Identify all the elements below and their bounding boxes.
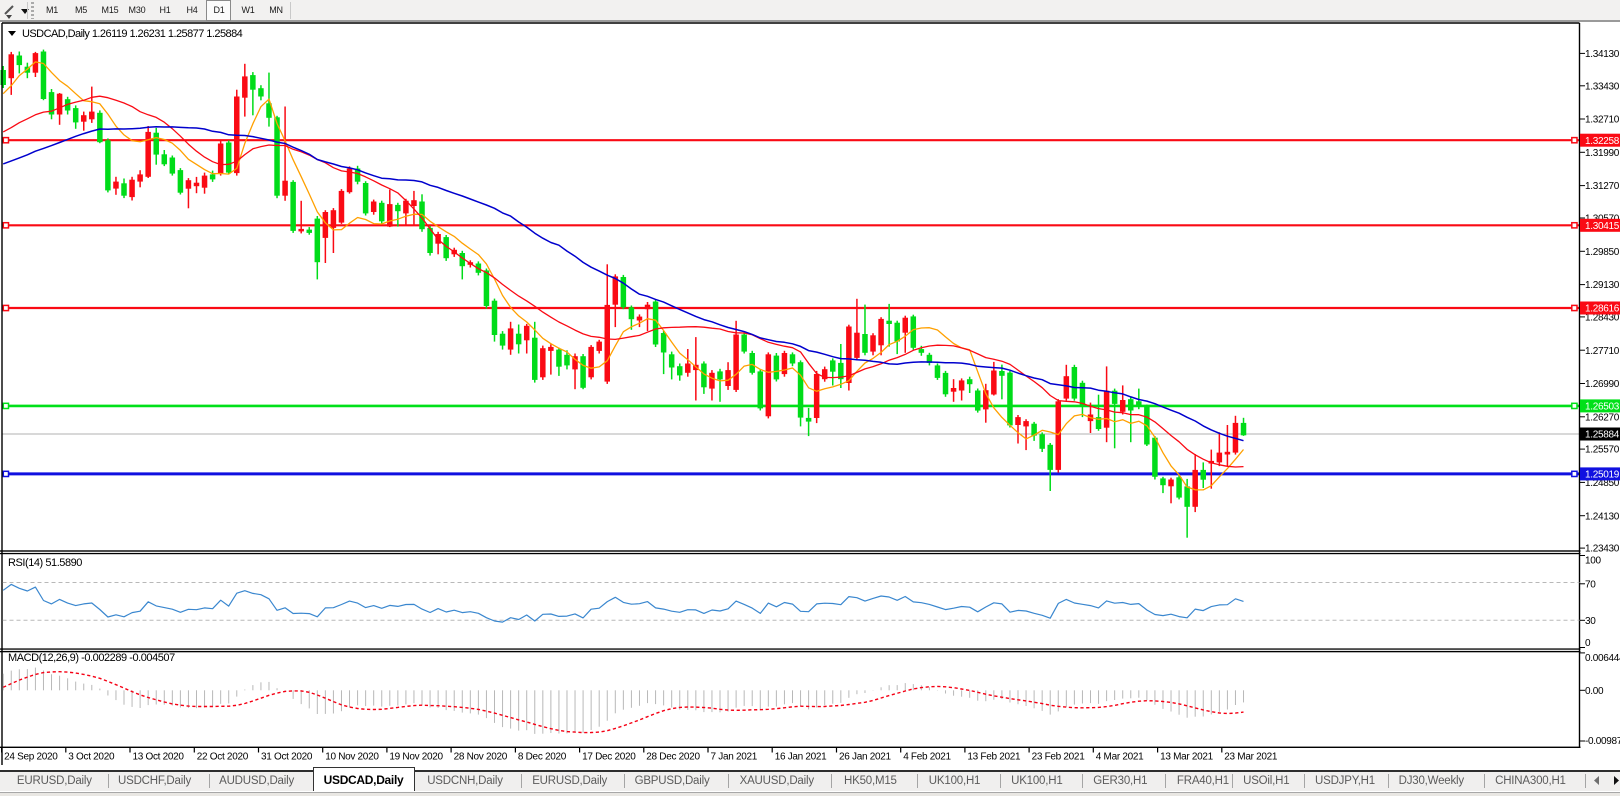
svg-text:13 Mar 2021: 13 Mar 2021 [1160,752,1214,763]
svg-text:13 Oct 2020: 13 Oct 2020 [133,752,185,763]
svg-text:70: 70 [1585,579,1596,590]
svg-text:0: 0 [1585,638,1591,649]
svg-text:3 Oct 2020: 3 Oct 2020 [68,752,115,763]
svg-text:16 Jan 2021: 16 Jan 2021 [775,752,827,763]
svg-text:1.31990: 1.31990 [1585,148,1620,159]
svg-text:1.28430: 1.28430 [1585,313,1620,324]
svg-text:1.26270: 1.26270 [1585,412,1620,423]
svg-text:1.27710: 1.27710 [1585,346,1620,357]
svg-text:19 Nov 2020: 19 Nov 2020 [389,752,443,763]
svg-text:1.25019: 1.25019 [1585,470,1620,481]
svg-text:1.29850: 1.29850 [1585,247,1620,258]
svg-text:17 Dec 2020: 17 Dec 2020 [582,752,636,763]
svg-text:28 Nov 2020: 28 Nov 2020 [454,752,508,763]
svg-text:26 Jan 2021: 26 Jan 2021 [839,752,891,763]
svg-text:1.24850: 1.24850 [1585,478,1620,489]
svg-text:0.00: 0.00 [1585,686,1604,697]
svg-text:USDCAD,Daily 1.26119 1.26231: USDCAD,Daily 1.26119 1.26231 1.25877 1.2… [22,28,243,40]
svg-text:MACD(12,26,9) -0.002289 -0.004: MACD(12,26,9) -0.002289 -0.004507 [8,652,175,664]
svg-text:4 Feb 2021: 4 Feb 2021 [903,752,951,763]
svg-text:1.34130: 1.34130 [1585,49,1620,60]
svg-text:1.28616: 1.28616 [1585,304,1620,315]
svg-text:8 Dec 2020: 8 Dec 2020 [518,752,567,763]
svg-text:1.26990: 1.26990 [1585,379,1620,390]
svg-text:23 Feb 2021: 23 Feb 2021 [1032,752,1086,763]
svg-text:1.30415: 1.30415 [1585,221,1620,232]
svg-text:1.29130: 1.29130 [1585,280,1620,291]
svg-text:31 Oct 2020: 31 Oct 2020 [261,752,313,763]
svg-text:1.24130: 1.24130 [1585,511,1620,522]
svg-text:30: 30 [1585,616,1596,627]
svg-text:-0.00987: -0.00987 [1585,736,1620,747]
svg-text:0.006444: 0.006444 [1585,653,1620,664]
svg-text:RSI(14) 51.5890: RSI(14) 51.5890 [8,557,82,569]
svg-text:1.31270: 1.31270 [1585,181,1620,192]
svg-text:10 Nov 2020: 10 Nov 2020 [325,752,379,763]
svg-text:4 Mar 2021: 4 Mar 2021 [1096,752,1144,763]
svg-text:1.25570: 1.25570 [1585,445,1620,456]
svg-text:1.25884: 1.25884 [1585,430,1620,441]
svg-text:1.32710: 1.32710 [1585,115,1620,126]
svg-text:24 Sep 2020: 24 Sep 2020 [4,752,58,763]
svg-text:13 Feb 2021: 13 Feb 2021 [967,752,1021,763]
svg-text:23 Mar 2021: 23 Mar 2021 [1224,752,1278,763]
svg-text:7 Jan 2021: 7 Jan 2021 [711,752,758,763]
svg-text:1.26503: 1.26503 [1585,402,1620,413]
svg-text:1.23430: 1.23430 [1585,544,1620,555]
svg-text:1.32258: 1.32258 [1585,136,1620,147]
svg-text:22 Oct 2020: 22 Oct 2020 [197,752,249,763]
svg-text:1.33430: 1.33430 [1585,81,1620,92]
svg-text:28 Dec 2020: 28 Dec 2020 [646,752,700,763]
svg-text:100: 100 [1585,555,1602,566]
